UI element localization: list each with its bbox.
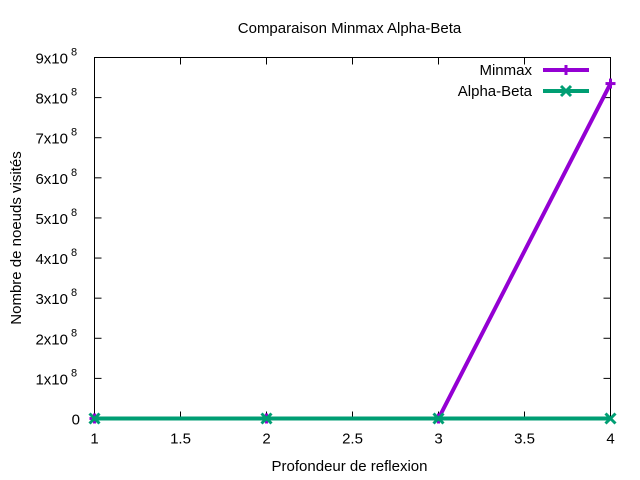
legend-marker — [559, 84, 573, 98]
y-tick-label: 9x10 — [35, 51, 68, 68]
y-tick-exponent: 8 — [71, 167, 77, 179]
series-layer — [88, 78, 617, 425]
y-tick-label: 4x10 — [35, 251, 68, 268]
x-tick-label: 1 — [90, 431, 98, 448]
y-tick-label: 8x10 — [35, 91, 68, 108]
y-tick-exponent: 8 — [71, 327, 77, 339]
y-tick-label: 6x10 — [35, 171, 68, 188]
y-tick-exponent: 8 — [71, 127, 77, 139]
x-tick-label: 4 — [606, 431, 614, 448]
legend-label: Minmax — [479, 62, 532, 79]
y-tick-exponent: 8 — [71, 247, 77, 259]
x-tick-label: 2.5 — [342, 431, 363, 448]
y-tick-label: 7x10 — [35, 131, 68, 148]
y-tick-label: 1x10 — [35, 371, 68, 388]
y-axis-label: Nombre de noeuds visités — [8, 151, 25, 324]
y-tick-label: 3x10 — [35, 291, 68, 308]
x-axis-label: Profondeur de reflexion — [272, 458, 428, 475]
data-point — [88, 412, 101, 425]
legend-label: Alpha-Beta — [458, 83, 533, 100]
x-tick-label: 1.5 — [170, 431, 191, 448]
data-point — [432, 412, 445, 425]
y-tick-exponent: 8 — [71, 207, 77, 219]
legend-marker — [561, 65, 571, 75]
data-point — [260, 412, 273, 425]
data-point — [604, 412, 617, 425]
x-tick-label: 3.5 — [514, 431, 535, 448]
y-tick-exponent: 8 — [71, 367, 77, 379]
x-tick-label: 2 — [262, 431, 270, 448]
y-tick-label: 2x10 — [35, 331, 68, 348]
y-tick-label: 0 — [72, 412, 80, 429]
y-tick-exponent: 8 — [71, 287, 77, 299]
x-tick-label: 3 — [434, 431, 442, 448]
series-line-minmax — [94, 82, 613, 421]
chart-title: Comparaison Minmax Alpha-Beta — [238, 20, 462, 37]
legend: Minmax Alpha-Beta — [458, 62, 589, 100]
data-point — [605, 78, 616, 89]
y-tick-exponent: 8 — [71, 47, 77, 59]
y-tick-label: 5x10 — [35, 211, 68, 228]
y-tick-exponent: 8 — [71, 87, 77, 99]
x-axis: 1 1.5 2 2.5 3 3.5 4 — [90, 57, 615, 448]
